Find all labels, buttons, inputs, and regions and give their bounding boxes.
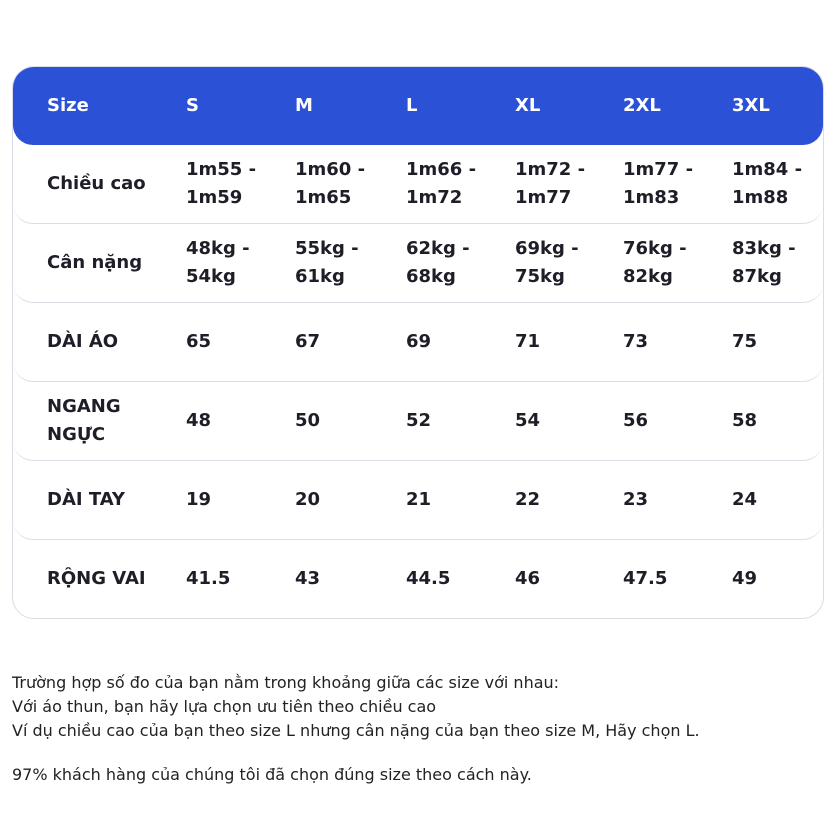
header-cell: 3XL [732, 95, 770, 116]
table-cell: Cân nặng [47, 252, 143, 273]
table-cell: 67 [295, 331, 321, 352]
table-cell: 24 [732, 489, 758, 510]
table-cell: 73 [623, 331, 649, 352]
header-cell: M [295, 95, 313, 116]
header-cell: L [406, 95, 418, 116]
table-cell: 49 [732, 568, 758, 589]
table-cell: 54 [515, 410, 541, 431]
table-cell: 48kg - 54kg [186, 238, 250, 287]
table-cell: 50 [295, 410, 321, 431]
table-row: Cân nặng 48kg - 54kg 55kg - 61kg 62kg - 68k… [13, 224, 823, 303]
table-cell: 76kg - 82kg [623, 238, 687, 287]
table-cell: 19 [186, 489, 212, 510]
table-cell: 46 [515, 568, 541, 589]
table-cell: 83kg - 87kg [732, 238, 796, 287]
table-cell: DÀI ÁO [47, 331, 119, 352]
table-cell: 55kg - 61kg [295, 238, 359, 287]
table-row: RỘNG VAI 41.5 43 44.5 46 47.5 49 [13, 540, 823, 618]
note-line: Trường hợp số đo của bạn nằm trong khoản… [12, 673, 560, 692]
table-cell: 22 [515, 489, 541, 510]
header-row: Size S M L XL 2XL 3XL [13, 67, 823, 145]
table-row: NGANG NGỰC 48 50 52 54 56 58 [13, 382, 823, 461]
header-cell: Size [47, 95, 89, 116]
table-row: DÀI ÁO 65 67 69 71 73 75 [13, 303, 823, 382]
table-cell: 41.5 [186, 568, 231, 589]
table-cell: DÀI TAY [47, 489, 125, 510]
table-cell: 56 [623, 410, 649, 431]
table-cell: Chiều cao [47, 173, 146, 194]
note-line: Ví dụ chiều cao của bạn theo size L nhưn… [12, 721, 700, 740]
table-cell: 1m72 - 1m77 [515, 159, 586, 208]
table-cell: 43 [295, 568, 321, 589]
size-table: Size S M L XL 2XL 3XL Chiều cao 1m55 - 1m59 1m60 … [12, 66, 824, 619]
table-cell: 69kg - 75kg [515, 238, 579, 287]
table-cell: 1m60 - 1m65 [295, 159, 366, 208]
table-cell: 65 [186, 331, 212, 352]
table-row: DÀI TAY 19 20 21 22 23 24 [13, 461, 823, 540]
table-cell: 52 [406, 410, 432, 431]
table-cell: 58 [732, 410, 758, 431]
table-cell: 1m66 - 1m72 [406, 159, 477, 208]
header-cell: S [186, 95, 199, 116]
note-line: 97% khách hàng của chúng tôi đã chọn đún… [12, 765, 532, 784]
table-cell: 62kg - 68kg [406, 238, 470, 287]
header-cell: XL [515, 95, 541, 116]
table-cell: 48 [186, 410, 212, 431]
table-row: Chiều cao 1m55 - 1m59 1m60 - 1m65 1m66 - 1m… [13, 145, 823, 224]
table-cell: 23 [623, 489, 649, 510]
note-line: Với áo thun, bạn hãy lựa chọn ưu tiên th… [12, 697, 437, 716]
table-cell: 1m77 - 1m83 [623, 159, 694, 208]
table-cell: 69 [406, 331, 432, 352]
header-cell: 2XL [623, 95, 661, 116]
table-cell: 47.5 [623, 568, 668, 589]
table-cell: 20 [295, 489, 321, 510]
table-cell: 44.5 [406, 568, 451, 589]
table-cell: 1m84 - 1m88 [732, 159, 803, 208]
table-cell: 75 [732, 331, 758, 352]
table-cell: 21 [406, 489, 432, 510]
table-cell: 71 [515, 331, 541, 352]
table-cell: NGANG NGỰC [47, 396, 121, 445]
table-cell: 1m55 - 1m59 [186, 159, 257, 208]
table-cell: RỘNG VAI [47, 568, 146, 589]
